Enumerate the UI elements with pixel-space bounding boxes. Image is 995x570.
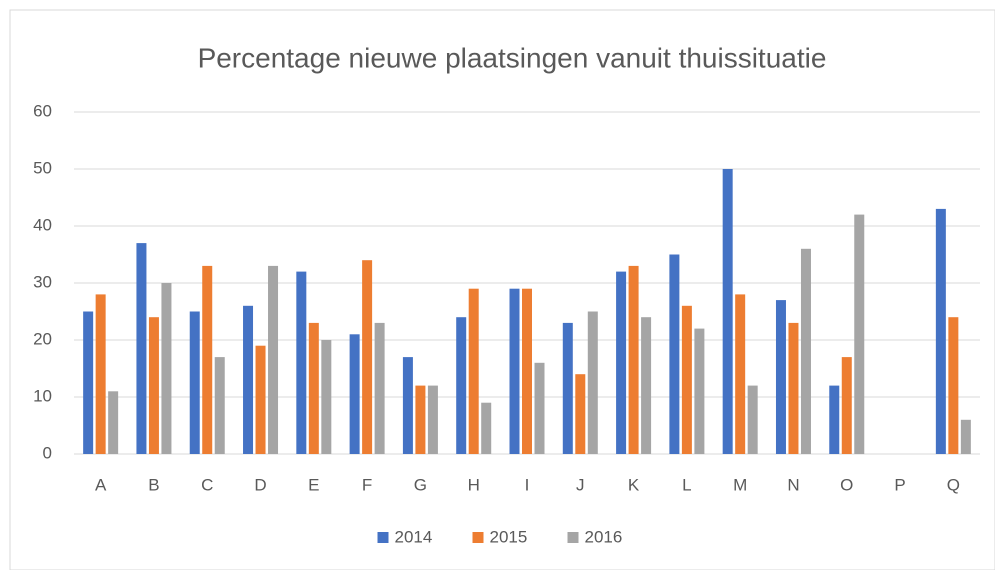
bar — [628, 265, 639, 454]
bar — [747, 385, 758, 454]
bar — [800, 248, 811, 454]
legend-label: 2014 — [395, 527, 433, 546]
x-tick-label: D — [254, 475, 266, 494]
bar — [616, 271, 627, 454]
y-tick-label: 20 — [33, 329, 52, 348]
legend-swatch — [472, 532, 484, 543]
bar — [308, 322, 319, 454]
bar — [296, 271, 307, 454]
x-tick-label: M — [733, 475, 747, 494]
bar — [161, 283, 172, 454]
bar — [362, 260, 373, 454]
bar — [829, 385, 840, 454]
bar — [214, 357, 225, 454]
legend-label: 2015 — [490, 527, 528, 546]
bar — [481, 402, 492, 454]
x-tick-label: C — [201, 475, 213, 494]
legend-swatch — [377, 532, 389, 543]
bar — [562, 322, 573, 454]
x-tick-label: E — [308, 475, 319, 494]
bar — [948, 317, 959, 454]
y-tick-label: 0 — [43, 443, 52, 462]
bar — [509, 288, 520, 454]
bar — [83, 311, 94, 454]
bar — [136, 243, 147, 454]
bar — [189, 311, 200, 454]
bar — [243, 305, 254, 454]
x-tick-label: G — [414, 475, 427, 494]
x-tick-label: B — [148, 475, 159, 494]
chart-frame — [9, 9, 995, 570]
x-tick-label: L — [682, 475, 691, 494]
x-tick-label: A — [95, 475, 107, 494]
bar — [255, 345, 266, 454]
bar — [402, 357, 413, 454]
bar — [534, 362, 545, 454]
chart-title: Percentage nieuwe plaatsingen vanuit thu… — [198, 42, 827, 73]
bar — [841, 357, 852, 454]
bar — [374, 322, 385, 454]
legend-swatch — [567, 532, 579, 543]
bar — [854, 214, 865, 454]
x-tick-label: K — [628, 475, 640, 494]
bar — [587, 311, 598, 454]
x-tick-label: N — [787, 475, 799, 494]
x-tick-label: F — [362, 475, 372, 494]
x-tick-label: O — [840, 475, 853, 494]
bar — [468, 288, 479, 454]
bar — [415, 385, 426, 454]
y-tick-label: 60 — [33, 101, 52, 120]
x-tick-label: J — [576, 475, 585, 494]
bar — [722, 169, 733, 454]
bar — [268, 265, 279, 454]
bar — [641, 317, 652, 454]
bar — [456, 317, 467, 454]
bar — [669, 254, 680, 454]
bar — [427, 385, 438, 454]
bar — [522, 288, 532, 454]
y-tick-label: 40 — [33, 215, 52, 234]
x-tick-label: Q — [947, 475, 960, 494]
x-tick-label: I — [525, 475, 530, 494]
bar — [108, 391, 119, 454]
bar — [202, 265, 213, 454]
y-tick-label: 10 — [33, 386, 52, 405]
x-tick-label: H — [468, 475, 480, 494]
y-tick-label: 50 — [33, 158, 52, 177]
bar — [775, 300, 786, 454]
bar — [694, 328, 705, 454]
bar — [788, 322, 799, 454]
bar — [735, 294, 746, 454]
y-tick-label: 30 — [33, 272, 52, 291]
legend-label: 2016 — [585, 527, 623, 546]
bar — [95, 294, 106, 454]
x-tick-label: P — [894, 475, 905, 494]
bar — [935, 208, 946, 454]
bar — [349, 334, 360, 454]
bar — [575, 374, 586, 454]
bar — [148, 317, 159, 454]
bar — [321, 340, 332, 454]
bar — [681, 305, 692, 454]
bar — [960, 419, 971, 454]
